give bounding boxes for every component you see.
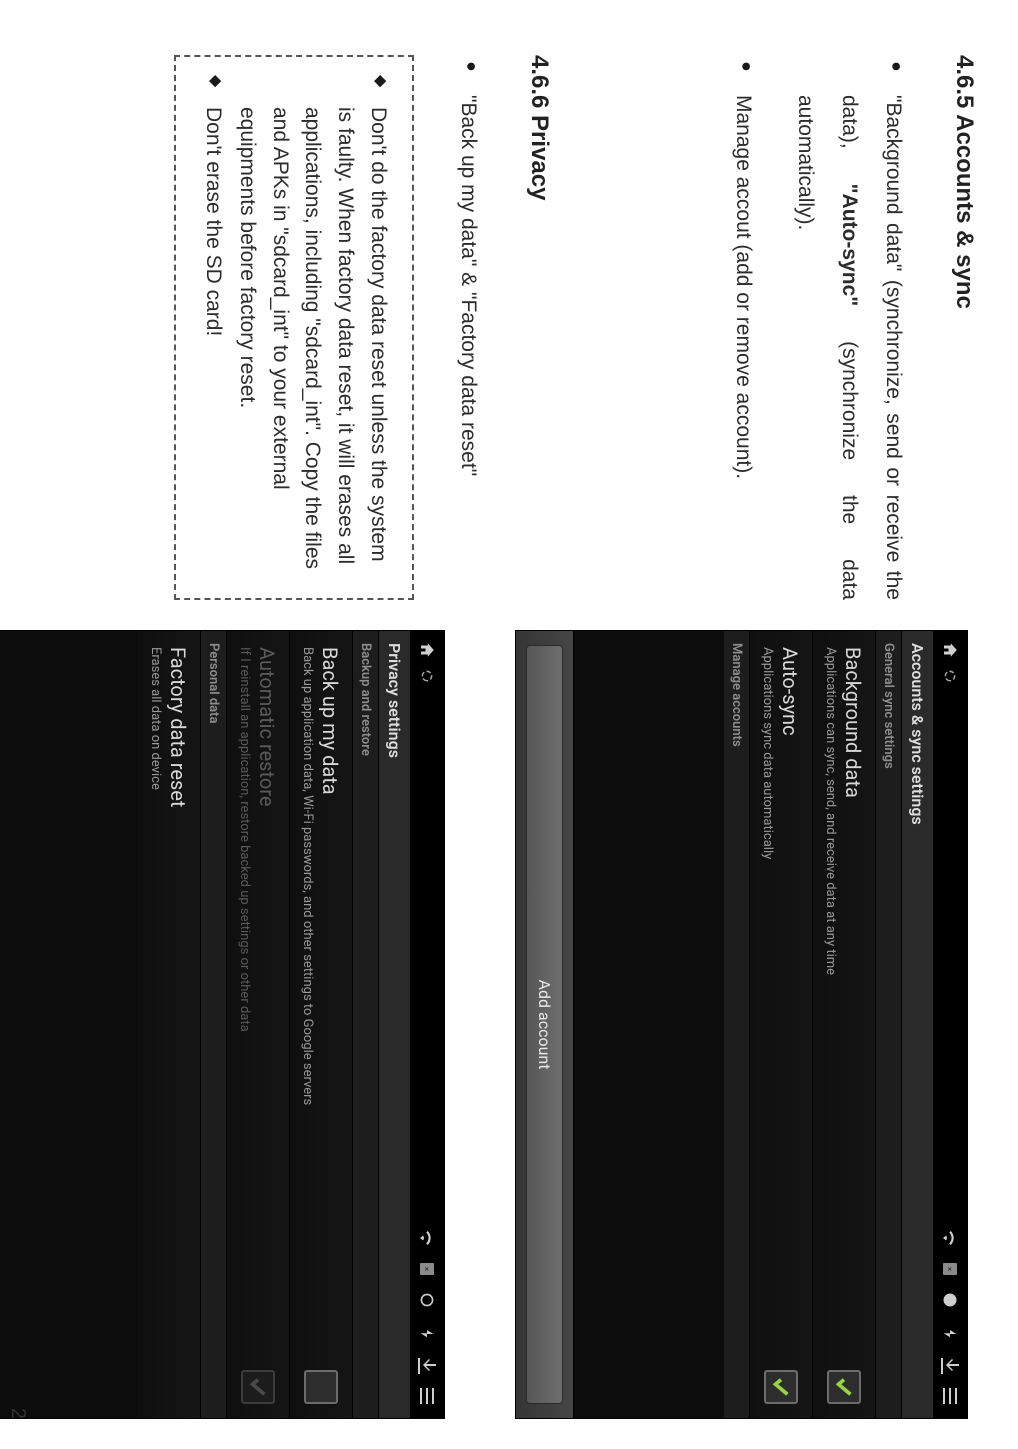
battery-icon	[419, 1324, 435, 1344]
sd-icon: ×	[942, 1262, 958, 1276]
empty-area	[0, 631, 138, 1418]
screenshot-column: × Accounts & sync settings General sync …	[10, 630, 978, 1419]
battery-icon	[942, 1324, 958, 1344]
home-icon[interactable]	[418, 641, 436, 659]
status-bar: ×	[933, 631, 967, 1418]
row-subtitle: Back up application data, Wi-Fi password…	[300, 647, 315, 1370]
wifi-icon	[420, 1228, 434, 1248]
section-backup-restore: Backup and restore	[353, 631, 379, 1418]
footer-bar: Add account	[516, 631, 574, 1418]
screen-title: Accounts & sync settings	[902, 631, 933, 1418]
callout-item-1: Don't do the factory data reset unless t…	[231, 107, 394, 576]
bullet-bold: "Auto-sync"	[838, 184, 861, 307]
manual-page: 4.6.5 Accounts & sync "Background data" …	[0, 0, 1018, 1449]
row-subtitle: Erases all data on device	[148, 647, 163, 1404]
row-subtitle: If I reinstall an application, restore b…	[237, 647, 252, 1370]
row-title: Background data	[840, 647, 865, 1370]
section-general-sync: General sync settings	[876, 631, 902, 1418]
svg-text:×: ×	[422, 1267, 431, 1271]
menu-icon[interactable]	[943, 1388, 957, 1404]
row-title: Automatic restore	[254, 647, 279, 1370]
section-personal-data: Personal data	[201, 631, 227, 1418]
section-manage-accounts: Manage accounts	[724, 631, 750, 1418]
bullet-manage-account: Manage accout (add or remove account).	[721, 55, 765, 600]
sd-icon: ×	[419, 1262, 435, 1276]
row-background-data[interactable]: Background data Applications can sync, s…	[813, 631, 876, 1418]
activity-icon	[943, 669, 957, 683]
row-automatic-restore: Automatic restore If I reinstall an appl…	[227, 631, 290, 1418]
heading-privacy: 4.6.6 Privacy	[525, 55, 553, 600]
home-icon[interactable]	[941, 641, 959, 659]
row-title: Auto-sync	[777, 647, 802, 1370]
row-back-up-my-data[interactable]: Back up my data Back up application data…	[290, 631, 353, 1418]
checkbox-backup[interactable]	[304, 1370, 338, 1404]
screen-title: Privacy settings	[379, 631, 410, 1418]
download-icon	[941, 1358, 959, 1374]
alarm-icon	[942, 1290, 958, 1310]
download-icon	[418, 1358, 436, 1374]
row-subtitle: Applications can sync, send, and receive…	[823, 647, 838, 1370]
alarm-icon	[419, 1290, 435, 1310]
empty-accounts-area	[574, 631, 724, 1418]
callout-item-2: Don't erase the SD card!	[196, 107, 229, 576]
accounts-bullets: "Background data" (synchronize, send or …	[703, 55, 915, 600]
privacy-bullets: "Back up my data" & "Factory data reset"	[428, 55, 490, 600]
bullet-backup-factory: "Back up my data" & "Factory data reset"	[446, 55, 490, 600]
row-factory-data-reset[interactable]: Factory data reset Erases all data on de…	[138, 631, 201, 1418]
svg-text:×: ×	[945, 1267, 954, 1271]
checkbox-auto-sync[interactable]	[764, 1370, 798, 1404]
bullet-background-data: "Background data" (synchronize, send or …	[783, 55, 915, 600]
privacy-callout: Don't do the factory data reset unless t…	[174, 55, 413, 600]
heading-accounts-sync: 4.6.5 Accounts & sync	[950, 55, 978, 600]
status-bar: ×	[410, 631, 444, 1418]
android-accounts-sync: × Accounts & sync settings General sync …	[515, 630, 968, 1419]
activity-icon	[420, 669, 434, 683]
checkbox-background-data[interactable]	[827, 1370, 861, 1404]
android-privacy: × Privacy settings Backup and restore Ba…	[0, 630, 445, 1419]
checkbox-restore	[241, 1370, 275, 1404]
text-column: 4.6.5 Accounts & sync "Background data" …	[10, 55, 978, 600]
row-title: Back up my data	[317, 647, 342, 1370]
menu-icon[interactable]	[420, 1388, 434, 1404]
row-auto-sync[interactable]: Auto-sync Applications sync data automat…	[750, 631, 813, 1418]
add-account-button[interactable]: Add account	[526, 645, 563, 1404]
row-title: Factory data reset	[165, 647, 190, 1404]
row-subtitle: Applications sync data automatically	[760, 647, 775, 1370]
wifi-icon	[943, 1228, 957, 1248]
page-number: 2	[6, 1408, 29, 1419]
